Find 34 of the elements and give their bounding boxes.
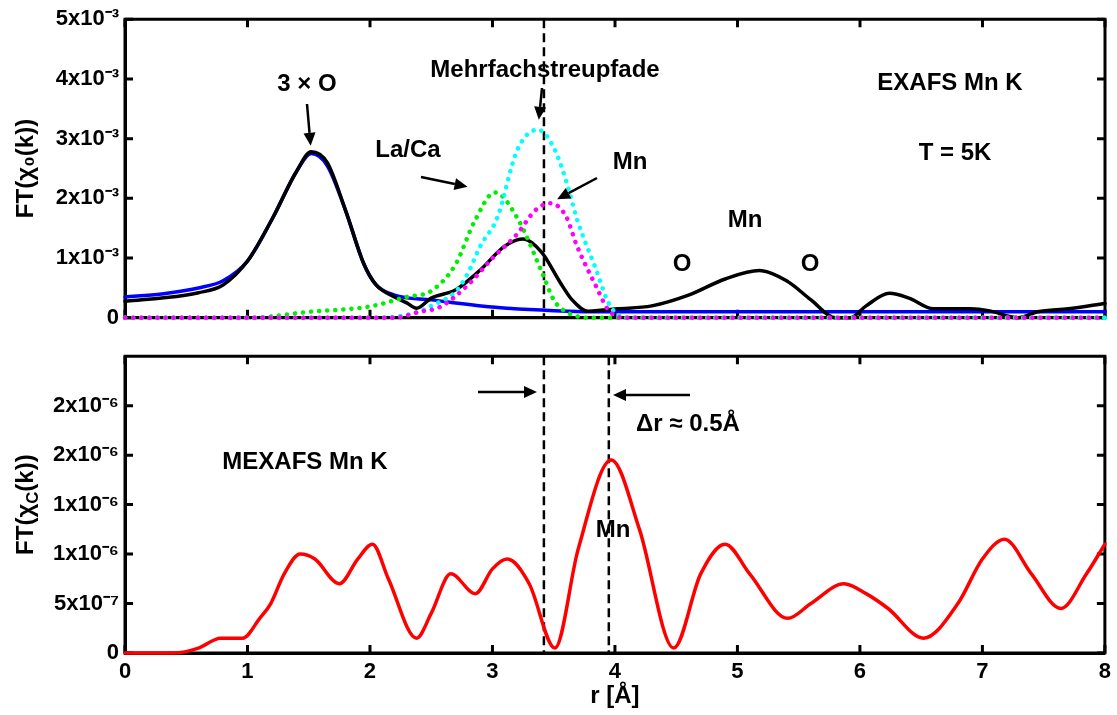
annotation: MEXAFS Mn K: [222, 446, 389, 474]
annotation: O: [672, 248, 692, 276]
y-tick-label: 0: [106, 639, 119, 665]
x-tick-label: 5: [731, 658, 744, 684]
y-tick-label: 2x10⁻³: [55, 184, 119, 210]
annotation: O: [800, 248, 820, 276]
x-axis-title: r [Å]: [590, 681, 640, 709]
annotation: La/Ca: [375, 134, 442, 162]
annotation: Mn: [727, 204, 763, 232]
annotation: T = 5K: [918, 137, 993, 165]
x-tick-label: 6: [853, 658, 867, 684]
annotation: Mehrfachstreupfade: [430, 54, 660, 82]
annotation: Mn: [595, 514, 631, 542]
x-tick-label: 7: [976, 658, 989, 684]
y-tick-label: 2x10⁻⁶: [52, 391, 119, 417]
y-tick-label: 0: [106, 303, 119, 329]
annotation: 3 × O: [277, 68, 337, 96]
y-tick-label: 1x10⁻³: [55, 244, 119, 270]
annotation: EXAFS Mn K: [877, 67, 1024, 95]
y-tick-label: 5x10⁻⁷: [53, 589, 119, 615]
annotation: Δr ≈ 0.5Å: [636, 408, 740, 436]
annotation: Mn: [612, 146, 648, 174]
y-tick-label: 5x10⁻³: [55, 5, 119, 31]
y-axis-title: FT(χ₀(k)): [10, 118, 38, 219]
y-tick-label: 4x10⁻³: [55, 64, 119, 90]
x-tick-label: 1: [241, 658, 254, 684]
x-tick-label: 3: [486, 658, 499, 684]
y-tick-label: 1x10⁻⁶: [52, 490, 119, 516]
y-tick-label: 1x10⁻⁶: [52, 540, 119, 566]
y-axis-title: FT(χC(k)): [10, 454, 42, 555]
y-tick-label: 3x10⁻³: [55, 124, 119, 150]
y-tick-label: 2x10⁻⁶: [52, 441, 119, 467]
x-tick-label: 8: [1098, 658, 1112, 684]
x-tick-label: 2: [363, 658, 377, 684]
